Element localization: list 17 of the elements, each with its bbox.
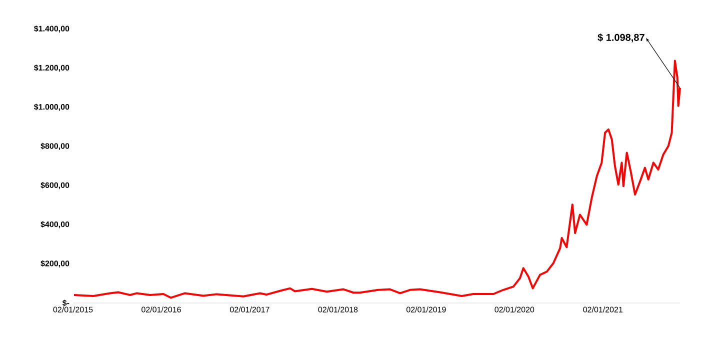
x-tick-label: 02/01/2018 — [318, 306, 358, 312]
annotation: $ 1.098,87 — [598, 33, 644, 42]
y-tick-label: $200,00 — [40, 260, 70, 268]
line-series — [72, 60, 681, 299]
x-tick-label: 02/01/2015 — [53, 306, 93, 312]
y-tick-label: $1.000,00 — [34, 104, 70, 111]
x-tick-label: 02/01/2017 — [230, 306, 270, 312]
x-tick-label: 02/01/2020 — [494, 306, 534, 312]
x-tick-label: 02/01/2016 — [142, 306, 181, 312]
x-tick-label: 02/01/2021 — [583, 306, 623, 312]
x-tick-label: 02/01/2019 — [406, 306, 446, 312]
y-tick-label: $1.400,00 — [34, 25, 70, 33]
y-tick-label: $1.200,00 — [34, 64, 70, 72]
y-tick-label: $- — [62, 300, 70, 306]
y-tick-label: $600,00 — [40, 182, 70, 190]
y-tick-label: $800,00 — [40, 142, 70, 150]
y-tick-label: $400,00 — [40, 221, 70, 228]
